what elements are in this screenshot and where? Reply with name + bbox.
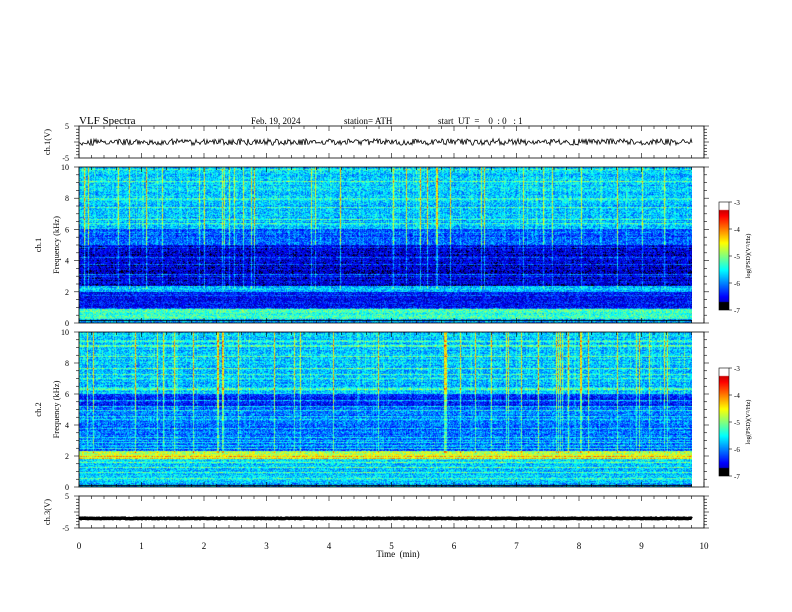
x-tick-label: 3 bbox=[264, 541, 269, 551]
y-axis-label: ch.2 bbox=[33, 402, 43, 416]
colorbar-tick-label: -5 bbox=[734, 419, 740, 427]
x-tick-label: 4 bbox=[327, 541, 332, 551]
spectrogram-image bbox=[79, 332, 692, 487]
colorbar-label: log(PSD)(V²/Hz) bbox=[745, 234, 752, 279]
x-tick-label: 5 bbox=[389, 541, 394, 551]
start-ut-label: start UT = 0 : 0 : 1 bbox=[438, 116, 523, 126]
colorbar-label: log(PSD)(V²/Hz) bbox=[745, 400, 752, 445]
y-tick-label: 6 bbox=[65, 225, 69, 234]
y-tick-label: 2 bbox=[65, 288, 69, 297]
colorbar-gradient bbox=[719, 202, 729, 310]
y-axis-label: ch.1(V) bbox=[42, 129, 52, 155]
figure-title: VLF Spectra bbox=[79, 115, 136, 127]
y-axis-label: Frequency (kHz) bbox=[51, 380, 61, 438]
y-tick-label: 10 bbox=[61, 328, 69, 337]
x-tick-label: 9 bbox=[639, 541, 644, 551]
colorbar-tick-label: -7 bbox=[734, 307, 740, 315]
y-tick-label: 8 bbox=[65, 194, 69, 203]
y-axis-label: ch.1 bbox=[33, 238, 43, 252]
colorbar-tick-label: -4 bbox=[734, 392, 740, 400]
y-tick-label: 10 bbox=[61, 163, 69, 172]
colorbar-tick-label: -5 bbox=[734, 253, 740, 261]
colorbar-tick-label: -4 bbox=[734, 226, 740, 234]
y-tick-label: 0 bbox=[65, 319, 69, 328]
colorbars: -3 -4 -5 -6 -7 log(PSD)(V²/Hz) -3 -4 -5 -6 -7 log(P… bbox=[718, 199, 752, 481]
x-axis: 0 1 2 3 4 5 6 7 8 9 10 bbox=[77, 541, 709, 551]
x-tick-label: 1 bbox=[139, 541, 144, 551]
colorbar-tick-label: -3 bbox=[734, 199, 740, 207]
y-tick-label: 0 bbox=[65, 483, 69, 492]
x-tick-label: 6 bbox=[452, 541, 457, 551]
x-tick-label: 8 bbox=[577, 541, 582, 551]
ch3-time-panel: 5 -5 ch.3(V) bbox=[42, 492, 709, 533]
ch1-time-panel: 5 -5 ch.1(V) bbox=[42, 122, 709, 163]
y-tick-label: 8 bbox=[65, 359, 69, 368]
colorbar-tick-label: -3 bbox=[734, 365, 740, 373]
colorbar-tick-label: -6 bbox=[734, 446, 740, 454]
ch2-spectrogram-panel: 0 2 4 6 8 10 ch.2 Frequency (kHz) bbox=[33, 328, 709, 492]
y-axis-label: Frequency (kHz) bbox=[51, 216, 61, 274]
y-tick-label: 2 bbox=[65, 452, 69, 461]
y-tick-label: -5 bbox=[62, 154, 69, 163]
x-tick-label: 0 bbox=[77, 541, 82, 551]
date-label: Feb. 19, 2024 bbox=[251, 116, 301, 126]
x-tick-label: 7 bbox=[514, 541, 519, 551]
y-tick-label: 4 bbox=[65, 257, 69, 266]
spectrogram-image bbox=[79, 167, 692, 323]
ch1-spectrogram-panel: 0 2 4 6 8 10 ch.1 Frequency (kHz) bbox=[33, 163, 709, 328]
colorbar-gradient bbox=[719, 368, 729, 476]
x-tick-label: 2 bbox=[202, 541, 207, 551]
y-tick-label: 5 bbox=[65, 122, 69, 131]
y-tick-label: -5 bbox=[62, 524, 69, 533]
station-label: station= ATH bbox=[344, 116, 393, 126]
y-tick-label: 6 bbox=[65, 390, 69, 399]
y-axis-label: ch.3(V) bbox=[42, 499, 52, 525]
y-tick-label: 4 bbox=[65, 421, 69, 430]
waveform-trace bbox=[78, 516, 693, 521]
x-axis-label: Time (min) bbox=[376, 549, 419, 559]
x-tick-label: 10 bbox=[700, 541, 710, 551]
waveform-trace bbox=[78, 137, 693, 147]
colorbar-tick-label: -6 bbox=[734, 280, 740, 288]
colorbar-tick-label: -7 bbox=[734, 473, 740, 481]
y-tick-label: 5 bbox=[65, 492, 69, 501]
